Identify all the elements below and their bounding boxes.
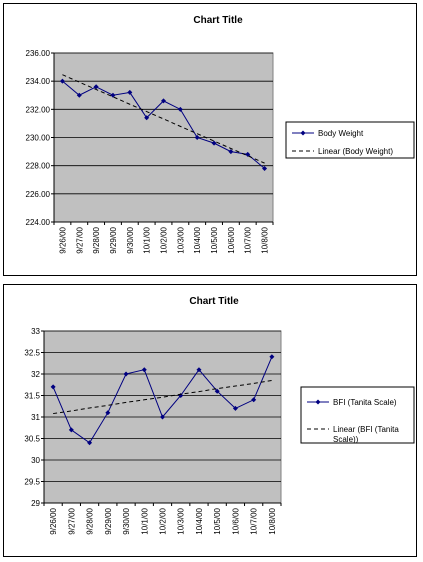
data-point-marker — [251, 397, 257, 403]
legend-label: Linear (BFI (Tanita Scale)) — [333, 425, 399, 444]
legend-label: BFI (Tanita Scale) — [333, 398, 397, 407]
legend-box — [300, 386, 415, 444]
legend-label: Body Weight — [318, 129, 364, 138]
data-point-marker — [144, 115, 150, 121]
x-tick-label: 9/29/00 — [109, 226, 118, 253]
body-weight-chart-svg: Chart Title 224.00 226.00 228.00 230.00 232.… — [26, 15, 415, 254]
data-point-marker — [194, 135, 200, 140]
x-tick-label: 9/28/00 — [92, 226, 101, 253]
data-point-marker — [214, 388, 220, 394]
data-point-marker — [105, 410, 111, 416]
data-point-marker — [245, 151, 251, 157]
x-tick-label: 10/4/00 — [193, 226, 202, 253]
data-point-marker — [141, 367, 147, 373]
x-tick-label: 10/8/00 — [268, 507, 277, 534]
data-point-marker — [110, 92, 116, 98]
x-tick-label: 9/26/00 — [49, 507, 58, 534]
x-axis: 9/26/00 9/27/00 9/28/00 9/29/00 9/30/00 10/1/… — [43, 502, 282, 535]
legend-label: Linear (Body Weight) — [318, 147, 393, 156]
data-point-marker — [59, 78, 65, 84]
y-axis: 224.00 226.00 228.00 230.00 232.00 234.00 236.… — [26, 49, 55, 227]
x-tick-label: 10/7/00 — [250, 507, 259, 534]
data-point-marker — [68, 427, 74, 433]
y-tick-label: 230.00 — [26, 134, 51, 143]
y-axis: 29 29.5 30 30.5 31 31.5 32 32.5 33 — [24, 327, 45, 508]
legend: Body Weight Linear (Body Weight) — [285, 121, 415, 159]
y-tick-label: 32 — [31, 370, 40, 379]
y-tick-label: 32.5 — [24, 349, 40, 358]
x-tick-label: 10/7/00 — [244, 226, 253, 253]
legend: BFI (Tanita Scale) Linear (BFI (Tanita Sca… — [300, 386, 415, 444]
y-tick-label: 228.00 — [26, 162, 51, 171]
data-point-marker — [177, 106, 183, 112]
data-point-marker — [123, 371, 129, 377]
data-point-marker — [127, 89, 133, 95]
series-group — [59, 74, 268, 171]
x-tick-label: 10/1/00 — [143, 226, 152, 253]
data-point-marker — [50, 384, 56, 390]
y-tick-label: 33 — [31, 327, 40, 336]
bfi-chart: Chart Title 29 29.5 30 30.5 31 31.5 32 32.5 33 9… — [3, 284, 417, 557]
x-tick-label: 9/28/00 — [86, 507, 95, 534]
y-tick-label: 30 — [31, 456, 40, 465]
legend-marker — [300, 130, 306, 136]
chart-title: Chart Title — [193, 15, 243, 26]
y-tick-label: 30.5 — [24, 435, 40, 444]
x-tick-label: 9/27/00 — [75, 226, 84, 253]
x-tick-label: 9/30/00 — [122, 507, 131, 534]
y-tick-label: 224.00 — [26, 218, 51, 227]
y-tick-label: 234.00 — [26, 77, 51, 86]
x-tick-label: 10/6/00 — [227, 226, 236, 253]
x-axis: 9/26/00 9/27/00 9/28/00 9/29/00 9/30/00 10/1/… — [53, 221, 274, 254]
x-tick-label: 10/5/00 — [210, 226, 219, 253]
trendline — [53, 379, 272, 415]
x-tick-label: 10/3/00 — [176, 226, 185, 253]
x-tick-label: 10/8/00 — [261, 226, 270, 253]
x-tick-label: 9/30/00 — [126, 226, 135, 253]
y-tick-label: 226.00 — [26, 190, 51, 199]
legend-marker — [315, 399, 321, 405]
x-tick-label: 10/5/00 — [213, 507, 222, 534]
trendline — [62, 74, 265, 164]
legend-box — [285, 121, 415, 159]
x-tick-label: 9/27/00 — [67, 507, 76, 534]
data-point-marker — [93, 84, 99, 90]
data-point-marker — [232, 405, 238, 411]
y-tick-label: 31.5 — [24, 392, 40, 401]
x-tick-label: 10/1/00 — [140, 507, 149, 534]
x-tick-label: 10/3/00 — [177, 507, 186, 534]
data-point-marker — [262, 165, 268, 171]
data-point-marker — [160, 414, 165, 420]
x-tick-label: 9/26/00 — [58, 226, 67, 253]
y-tick-label: 31 — [31, 413, 40, 422]
y-tick-label: 232.00 — [26, 105, 51, 114]
data-point-marker — [161, 98, 166, 104]
body-weight-chart: Chart Title 224.00 226.00 228.00 230.00 232.… — [3, 3, 417, 276]
data-point-marker — [228, 149, 234, 155]
x-tick-label: 10/4/00 — [195, 507, 204, 534]
bfi-chart-svg: Chart Title 29 29.5 30 30.5 31 31.5 32 32.5 33 9… — [24, 296, 415, 535]
x-tick-label: 10/2/00 — [160, 226, 169, 253]
chart-title: Chart Title — [189, 296, 239, 307]
x-tick-label: 10/6/00 — [231, 507, 240, 534]
data-point-marker — [87, 440, 93, 446]
y-tick-label: 236.00 — [26, 49, 51, 58]
data-point-marker — [211, 140, 217, 146]
x-tick-label: 9/29/00 — [104, 507, 113, 534]
data-point-marker — [76, 92, 82, 98]
y-tick-label: 29.5 — [24, 478, 40, 487]
data-point-marker — [269, 354, 275, 360]
series-group — [50, 354, 275, 446]
y-tick-label: 29 — [31, 499, 40, 508]
data-point-marker — [196, 367, 202, 373]
x-tick-label: 10/2/00 — [159, 507, 168, 534]
